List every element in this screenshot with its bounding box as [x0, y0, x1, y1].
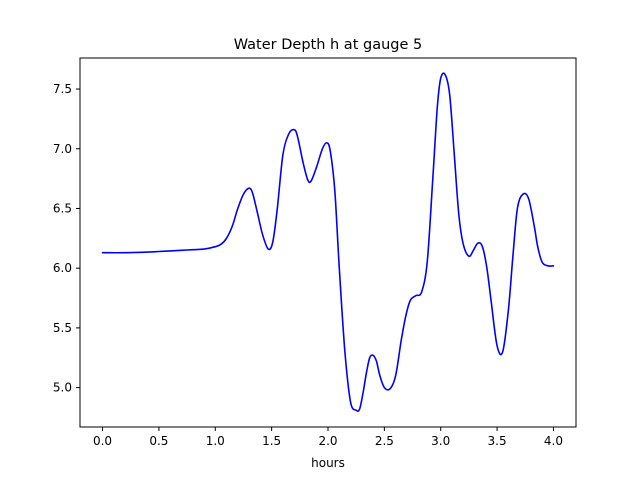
y-axis-ticks: 5.0 5.5 6.0 6.5 7.0 7.5 — [53, 82, 80, 395]
y-tick-label: 5.0 — [53, 381, 72, 395]
plot-area — [80, 58, 576, 427]
series-layer — [101, 72, 555, 412]
x-tick-label: 3.0 — [431, 434, 450, 448]
x-tick-label: 1.0 — [206, 434, 225, 448]
series-line — [101, 72, 555, 412]
y-tick-label: 7.5 — [53, 82, 72, 96]
x-tick-label: 0.0 — [93, 434, 112, 448]
x-axis-ticks: 0.0 0.5 1.0 1.5 2.0 2.5 3.0 3.5 4.0 — [93, 427, 563, 448]
y-tick-label: 6.5 — [53, 201, 72, 215]
y-tick-label: 5.5 — [53, 321, 72, 335]
x-axis-label: hours — [311, 456, 345, 470]
x-tick-label: 2.5 — [375, 434, 394, 448]
x-tick-label: 2.0 — [318, 434, 337, 448]
x-tick-label: 0.5 — [149, 434, 168, 448]
x-tick-label: 1.5 — [262, 434, 281, 448]
x-tick-label: 4.0 — [544, 434, 563, 448]
y-tick-label: 6.0 — [53, 261, 72, 275]
x-tick-label: 3.5 — [488, 434, 507, 448]
chart-title: Water Depth h at gauge 5 — [234, 37, 422, 53]
y-tick-label: 7.0 — [53, 142, 72, 156]
